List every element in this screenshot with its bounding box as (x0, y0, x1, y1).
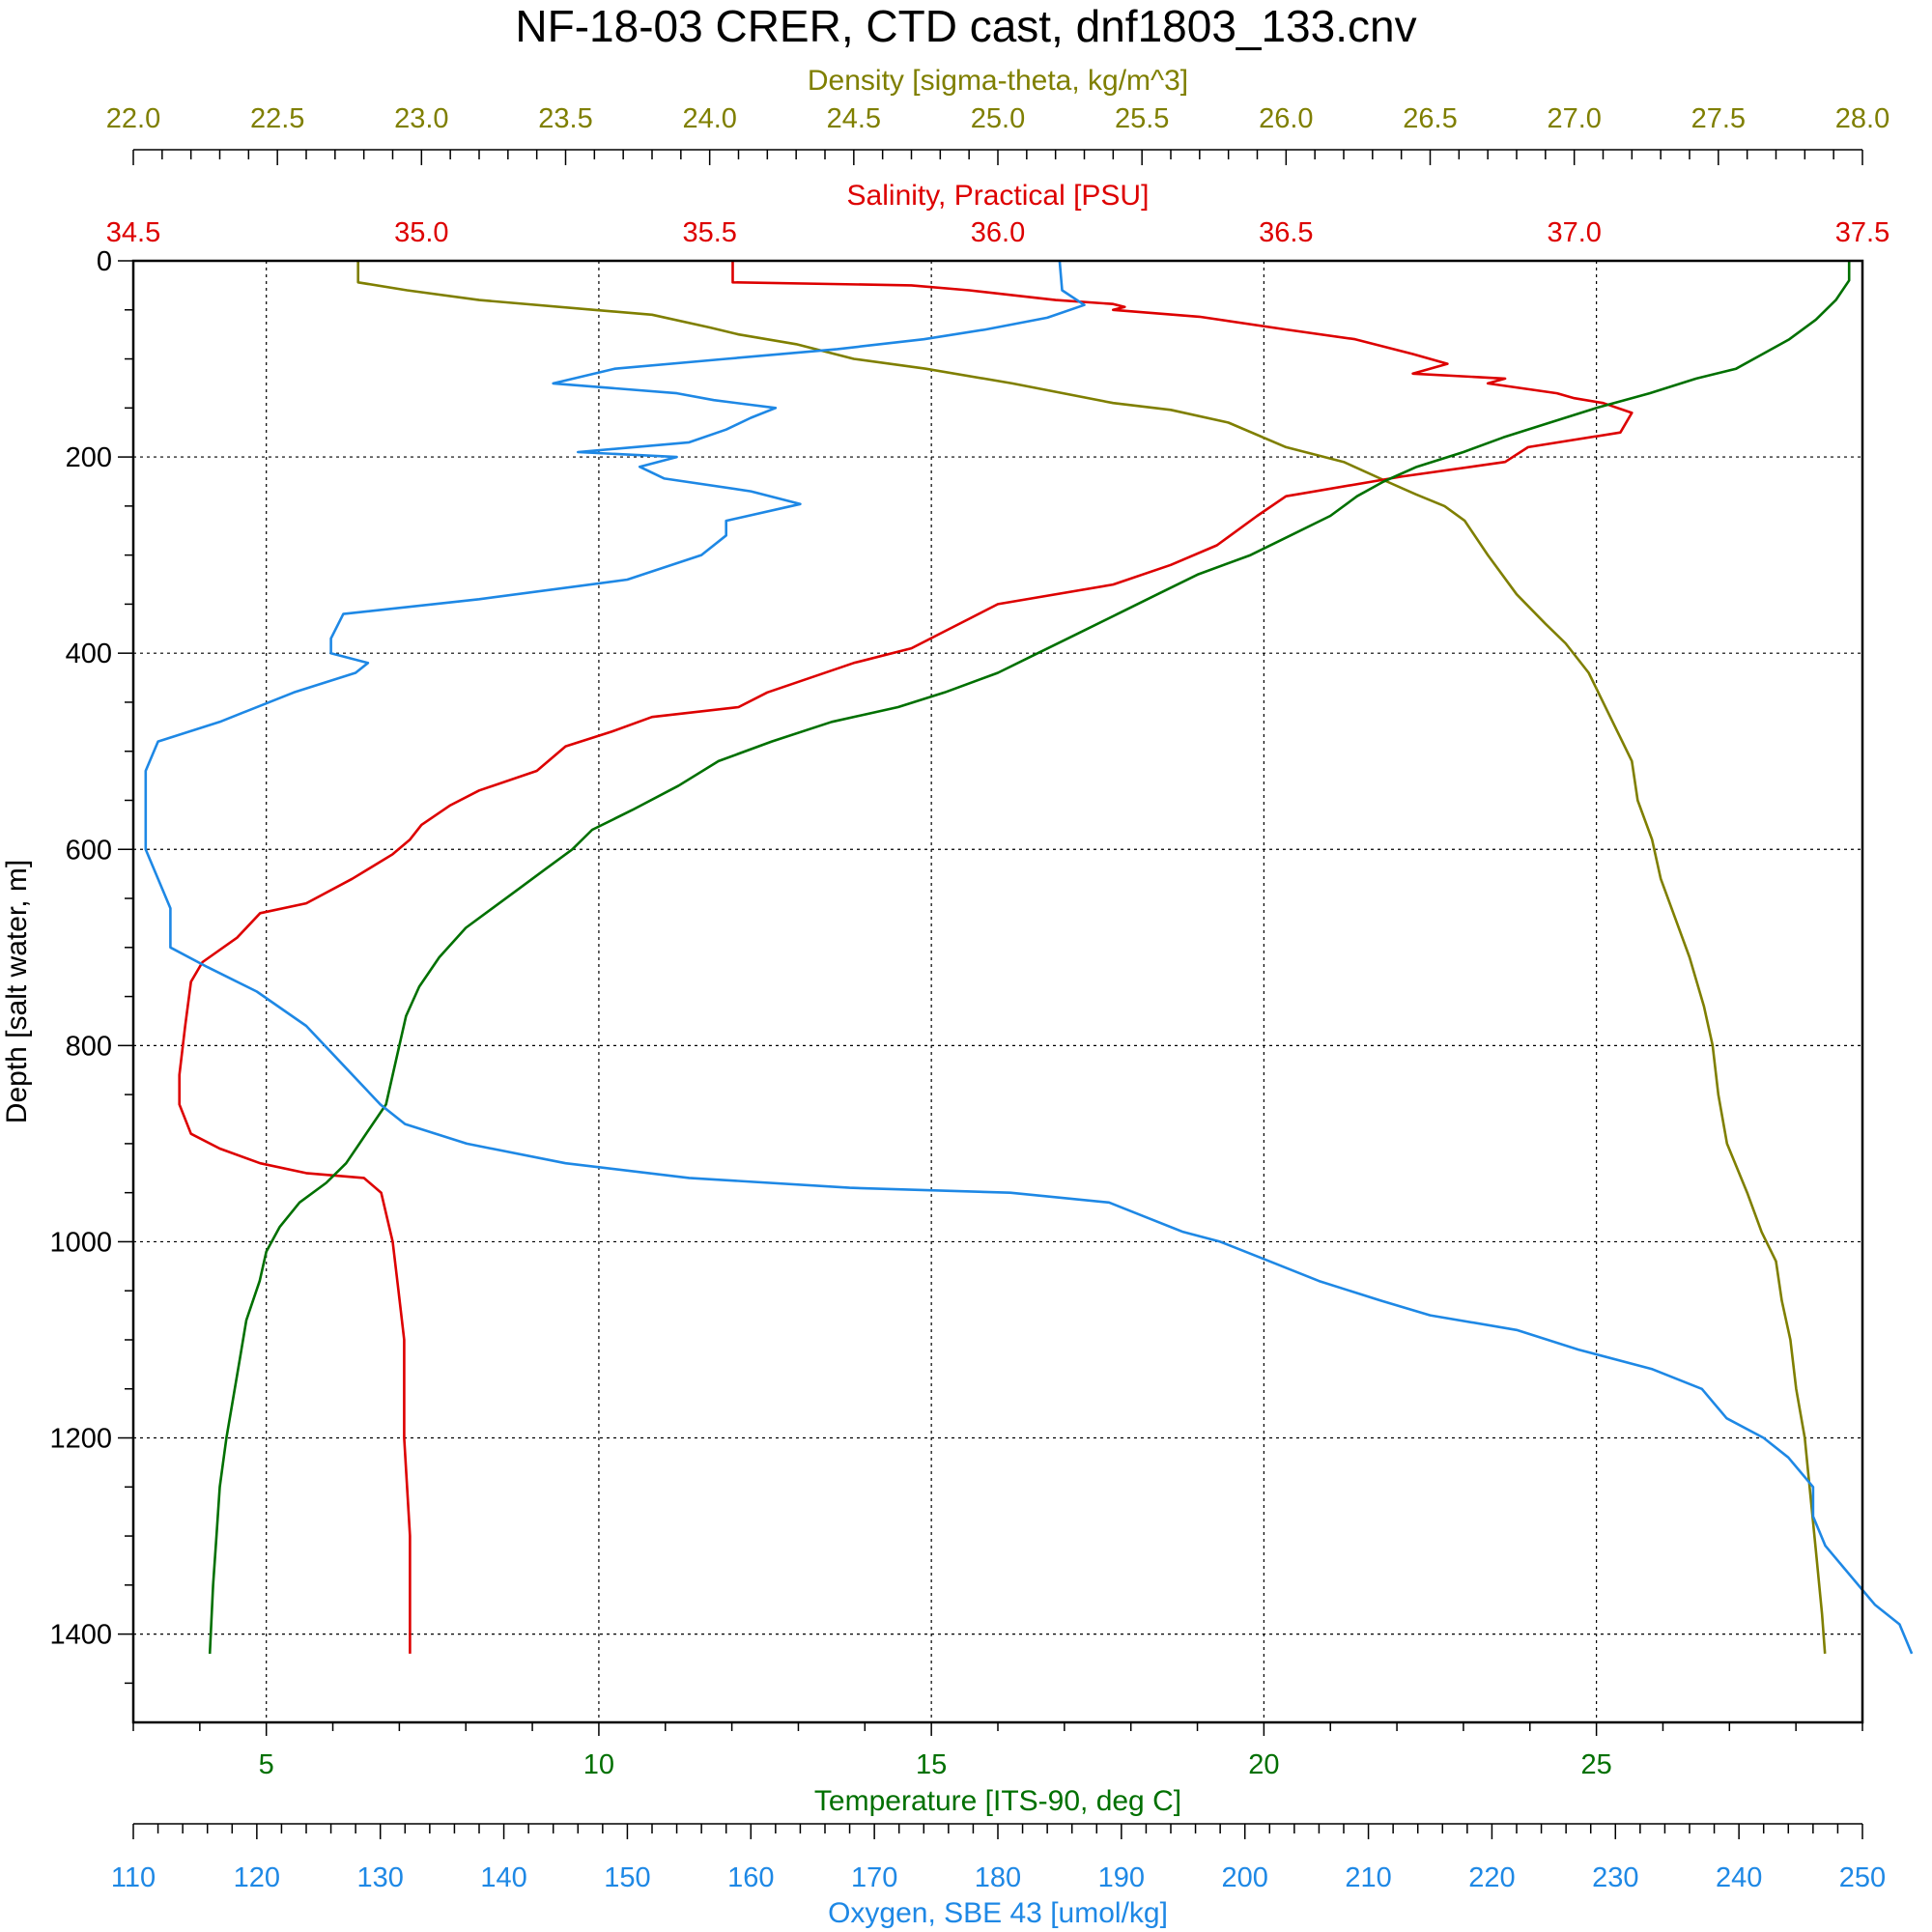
density-axis-label: Density [sigma-theta, kg/m^3] (808, 65, 1188, 97)
oxygen-tick-label: 200 (1222, 1862, 1268, 1893)
salinity-tick-label: 37.0 (1547, 217, 1601, 248)
temperature-tick-label: 20 (1248, 1749, 1279, 1780)
oxygen-tick-label: 170 (851, 1862, 897, 1893)
oxygen-tick-label: 110 (111, 1862, 156, 1893)
axes: 0 200 400 600 800 1000 1200 1400 Depth [salt wat… (1, 65, 1889, 1929)
density-series-line (356, 261, 1827, 1654)
density-tick-label: 24.0 (682, 103, 736, 134)
oxygen-tick-label: 180 (975, 1862, 1021, 1893)
salinity-tick-label: 35.0 (394, 217, 448, 248)
salinity-tick-label: 34.5 (106, 217, 160, 248)
temperature-tick-label: 15 (916, 1749, 947, 1780)
y-tick-label: 600 (66, 835, 112, 866)
salinity-tick-label: 36.5 (1259, 217, 1313, 248)
oxygen-tick-label: 130 (357, 1862, 404, 1893)
oxygen-tick-label: 120 (234, 1862, 280, 1893)
density-tick-label: 24.5 (827, 103, 881, 134)
oxygen-tick-label: 150 (604, 1862, 650, 1893)
y-tick-label: 1200 (49, 1424, 112, 1455)
y-tick-label: 800 (66, 1031, 112, 1062)
density-tick-label: 22.0 (106, 103, 160, 134)
density-tick-label: 23.0 (394, 103, 448, 134)
oxygen-tick-label: 230 (1592, 1862, 1638, 1893)
oxygen-series-line (144, 260, 1914, 1655)
series-lines (144, 260, 1914, 1655)
temperature-series-line (208, 261, 1851, 1654)
oxygen-tick-label: 210 (1345, 1862, 1391, 1893)
salinity-tick-label: 35.5 (682, 217, 736, 248)
oxygen-tick-label: 240 (1716, 1862, 1762, 1893)
y-tick-label: 1400 (49, 1620, 112, 1651)
oxygen-tick-label: 160 (727, 1862, 774, 1893)
y-tick-label: 0 (97, 246, 112, 277)
temperature-tick-label: 25 (1580, 1749, 1611, 1780)
density-tick-label: 27.5 (1691, 103, 1746, 134)
y-axis-label: Depth [salt water, m] (1, 860, 33, 1123)
density-tick-label: 26.5 (1403, 103, 1457, 134)
chart-title: NF-18-03 CRER, CTD cast, dnf1803_133.cnv (515, 1, 1416, 51)
temperature-tick-label: 5 (259, 1749, 274, 1780)
y-tick-label: 1000 (49, 1227, 112, 1258)
oxygen-axis-label: Oxygen, SBE 43 [umol/kg] (828, 1897, 1168, 1929)
salinity-series-line (178, 261, 1634, 1654)
temperature-tick-label: 10 (583, 1749, 614, 1780)
oxygen-tick-label: 250 (1839, 1862, 1886, 1893)
salinity-axis-label: Salinity, Practical [PSU] (847, 180, 1150, 212)
density-tick-label: 27.0 (1547, 103, 1601, 134)
oxygen-tick-label: 140 (480, 1862, 526, 1893)
density-tick-label: 22.5 (250, 103, 304, 134)
density-tick-label: 23.5 (538, 103, 592, 134)
density-tick-label: 28.0 (1835, 103, 1889, 134)
y-tick-label: 200 (66, 442, 112, 473)
salinity-tick-label: 37.5 (1835, 217, 1889, 248)
salinity-tick-label: 36.0 (971, 217, 1025, 248)
oxygen-tick-label: 220 (1468, 1862, 1515, 1893)
y-tick-label: 400 (66, 639, 112, 669)
density-tick-label: 25.5 (1115, 103, 1169, 134)
temperature-axis-label: Temperature [ITS-90, deg C] (814, 1785, 1181, 1817)
density-tick-label: 25.0 (971, 103, 1025, 134)
density-tick-label: 26.0 (1259, 103, 1313, 134)
oxygen-tick-label: 190 (1098, 1862, 1145, 1893)
